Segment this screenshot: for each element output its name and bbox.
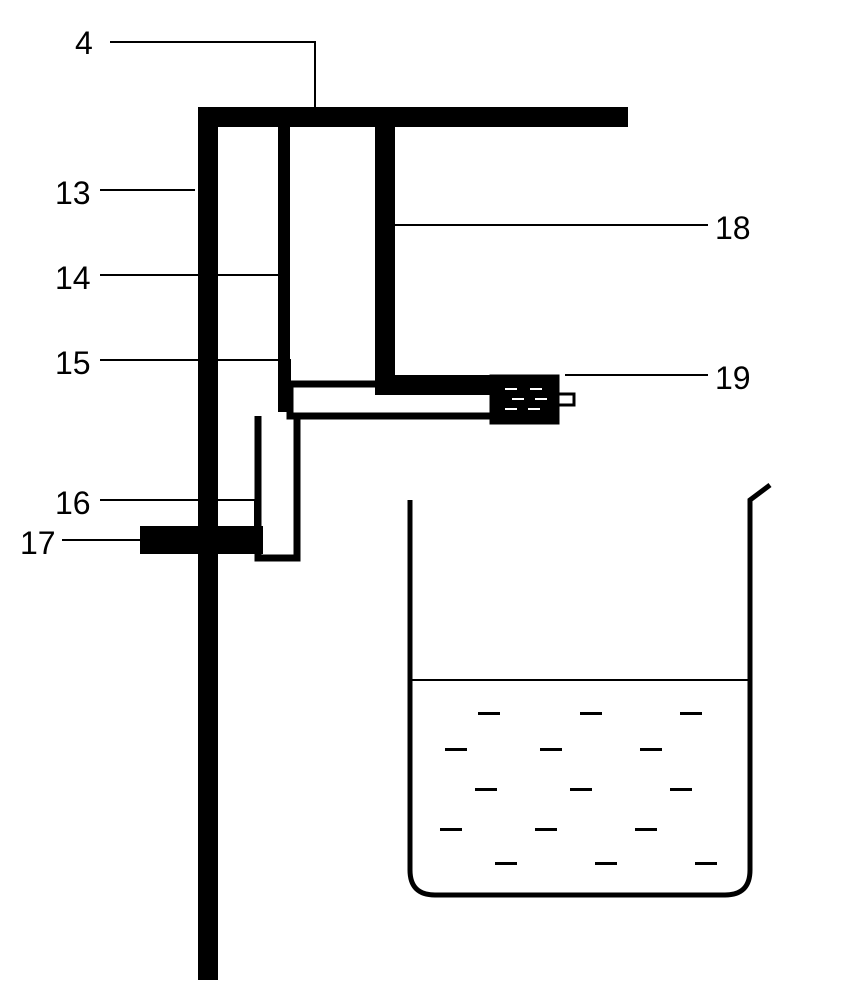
- plunger-dash: [505, 408, 517, 410]
- diagram-svg: [0, 0, 863, 1000]
- leader-15: [100, 360, 290, 384]
- block-17-left: [140, 526, 198, 554]
- rod-14: [278, 127, 290, 412]
- label-16: 16: [55, 485, 91, 522]
- liquid-dash: [445, 748, 467, 751]
- liquid-dash: [570, 788, 592, 791]
- beaker: [410, 485, 770, 895]
- block-17-right: [218, 526, 263, 554]
- liquid-dash: [635, 828, 657, 831]
- liquid-dash: [580, 712, 602, 715]
- liquid-dash: [680, 712, 702, 715]
- label-4: 4: [75, 25, 93, 62]
- label-13: 13: [55, 175, 91, 212]
- liquid-dash: [640, 748, 662, 751]
- label-15: 15: [55, 345, 91, 382]
- leader-4: [110, 42, 315, 107]
- liquid-dash: [478, 712, 500, 715]
- plunger-dash: [530, 388, 542, 390]
- liquid-dash: [535, 828, 557, 831]
- label-14: 14: [55, 260, 91, 297]
- technical-diagram: 4 13 14 15 16 17 18 19: [0, 0, 863, 1000]
- liquid-dash: [475, 788, 497, 791]
- plunger-dash: [512, 398, 524, 400]
- left-vertical-bar: [198, 107, 218, 980]
- leader-16: [100, 500, 255, 530]
- label-19: 19: [715, 360, 751, 397]
- label-17: 17: [20, 525, 56, 562]
- label-18: 18: [715, 210, 751, 247]
- liquid-dash: [495, 862, 517, 865]
- liquid-dash: [595, 862, 617, 865]
- rod-18: [375, 127, 395, 387]
- liquid-dash: [440, 828, 462, 831]
- plunger-dash: [528, 408, 540, 410]
- liquid-dash: [695, 862, 717, 865]
- top-bar: [198, 107, 628, 127]
- plunger-dash: [505, 388, 517, 390]
- liquid-dash: [540, 748, 562, 751]
- plunger-dash: [535, 398, 547, 400]
- liquid-dash: [670, 788, 692, 791]
- l-bracket-16-outer: [258, 416, 297, 558]
